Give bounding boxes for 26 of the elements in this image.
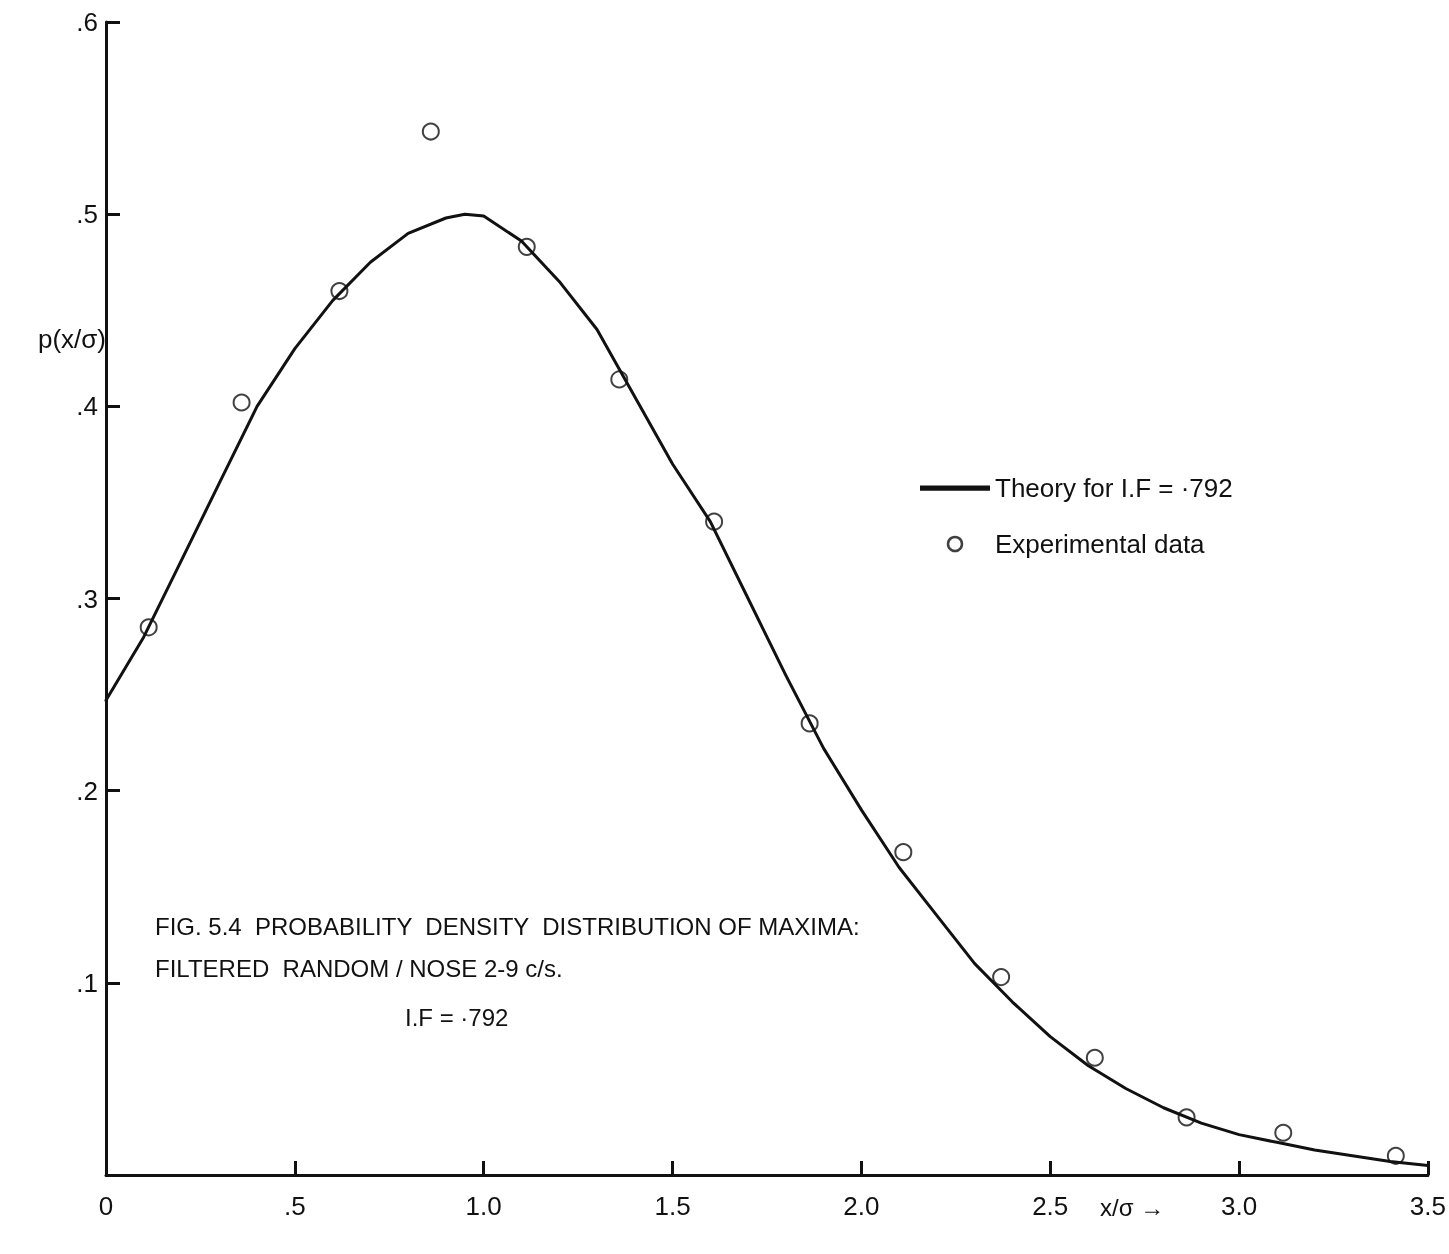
x-tick-label: .5 (284, 1191, 306, 1221)
y-tick-label: .2 (76, 775, 98, 806)
y-tick-label: .1 (76, 967, 98, 998)
y-axis-title: p(x/σ) (37, 324, 106, 354)
y-tick-label: .4 (76, 391, 98, 422)
y-tick-label: .6 (76, 7, 98, 37)
legend-label: Theory for I.F = ·792 (995, 473, 1233, 503)
point (894, 843, 913, 862)
legend-label: Experimental data (995, 529, 1206, 559)
x-tick-label: 2.5 (1032, 1191, 1069, 1221)
x-tick-label: 0 (98, 1191, 114, 1221)
y-tick-label: .3 (76, 583, 98, 614)
text: FIG. 5.4 PROBABILITY DENSITY DISTRIBUTION OF MAXIMA: FILTERED RANDOM / NOSE 2-9 c/s. (155, 912, 867, 982)
point (1274, 1123, 1293, 1142)
y-tick-label: .5 (76, 199, 98, 230)
text: I.F = ·792 (405, 1003, 509, 1031)
point (1085, 1048, 1104, 1067)
x-tick-label: 3.5 (1409, 1191, 1447, 1221)
point (232, 393, 251, 412)
x-tick-label: 1.5 (654, 1191, 691, 1221)
x-tick-label: 3.0 (1221, 1191, 1258, 1221)
point (421, 122, 440, 141)
x-axis-title: x/σ → (1100, 1193, 1165, 1221)
x-tick-label: 1.0 (465, 1191, 502, 1221)
x-tick-label: 2.0 (843, 1191, 880, 1221)
point (992, 968, 1011, 987)
